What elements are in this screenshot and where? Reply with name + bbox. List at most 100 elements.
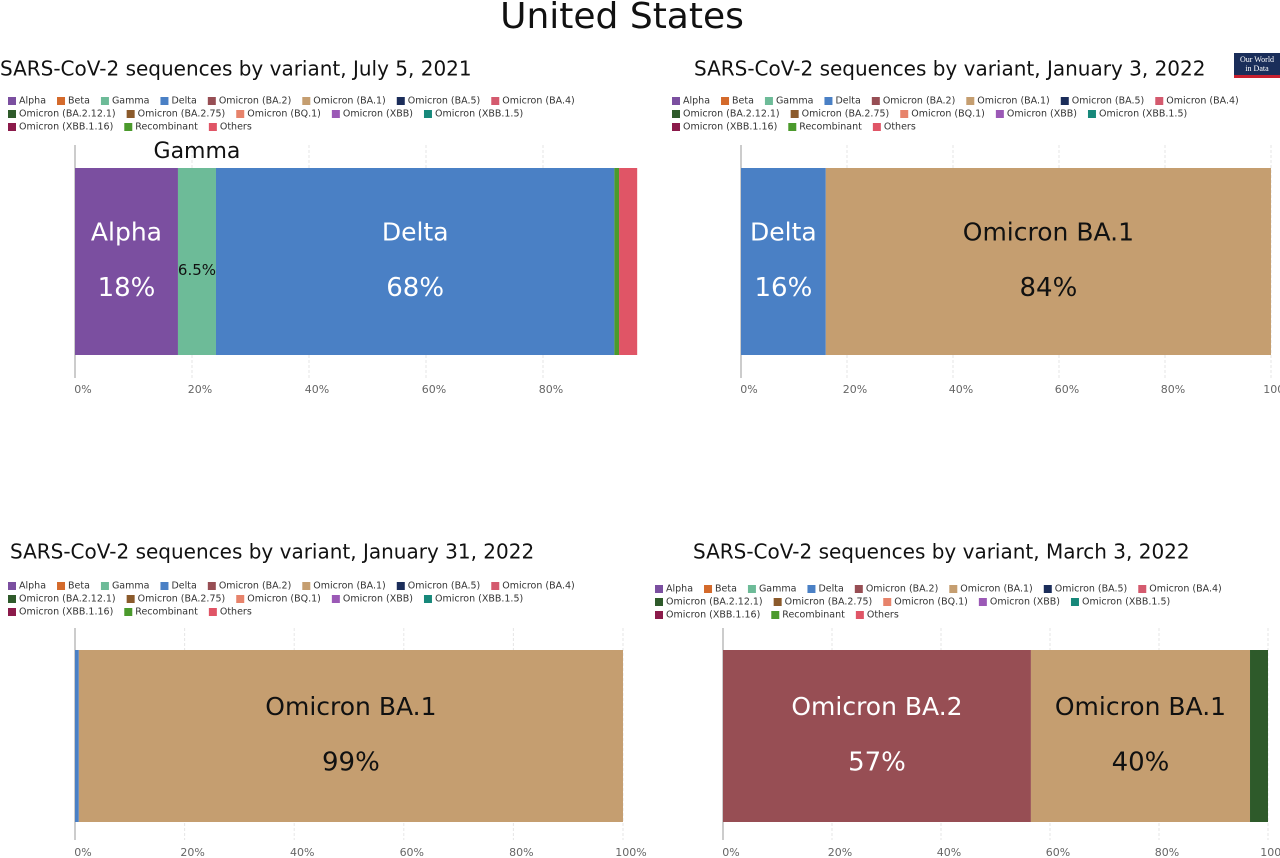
bar-segment [1250,650,1268,822]
bar-segment [177,168,216,355]
x-tick-label: 20% [843,383,867,396]
x-tick-label: 40% [937,846,961,858]
legend-swatch [966,97,975,105]
legend-label: Alpha [19,581,46,592]
legend-label: Delta [171,96,196,107]
legend-swatch [8,123,16,131]
legend-label: Beta [68,96,90,107]
legend-label: Omicron (BA.1) [960,584,1032,595]
legend-swatch [207,97,216,105]
x-tick-label: 20% [188,383,212,396]
legend-label: Recombinant [782,610,845,621]
legend-label: Omicron (BA.1) [977,96,1049,107]
logo-box [1234,53,1280,77]
legend-label: Omicron (BA.2.75) [785,597,873,608]
legend-swatch [8,110,16,118]
chart-title: SARS-CoV-2 sequences by variant, March 3… [693,540,1190,564]
legend-label: Omicron (BA.5) [408,96,480,107]
legend-label: Omicron (BQ.1) [247,594,321,605]
bar-label: Omicron BA.2 [791,692,962,721]
legend-swatch [100,582,109,590]
legend-swatch [396,582,405,590]
value-label: 40% [1112,748,1170,778]
legend-swatch [126,110,135,118]
bar-segment [619,168,638,355]
value-label: 99% [322,748,380,778]
legend-label: Omicron (BA.2.12.1) [19,109,116,120]
legend-swatch [302,97,311,105]
legend-swatch [855,611,864,619]
x-tick-label: 40% [290,846,314,858]
bar-label: Omicron BA.1 [265,692,436,721]
x-tick-label: 80% [1161,383,1185,396]
legend-swatch [704,585,713,593]
legend-swatch [807,585,816,593]
legend-label: Alpha [683,96,710,107]
legend-swatch [773,598,782,606]
value-label: 16% [755,273,813,303]
legend-label: Beta [715,584,737,595]
legend-swatch [672,123,680,131]
legend-label: Omicron (BA.2.75) [138,109,226,120]
x-tick-label: 40% [949,383,973,396]
legend-swatch [1155,97,1164,105]
x-tick-label: 80% [539,383,563,396]
legend-swatch [871,97,880,105]
legend-label: Recombinant [135,122,198,133]
legend-label: Omicron (BA.2.12.1) [666,597,763,608]
bar-segment [75,650,79,822]
legend-swatch [854,585,863,593]
legend-swatch [331,595,340,603]
legend-swatch [978,598,987,606]
x-tick-label: 60% [422,383,446,396]
legend-swatch [208,123,217,131]
legend-swatch [771,611,780,619]
x-tick-label: 20% [828,846,852,858]
x-tick-label: 80% [509,846,533,858]
legend-label: Omicron (BQ.1) [894,597,968,608]
legend-label: Omicron (BA.4) [1149,584,1221,595]
legend-swatch [747,585,756,593]
bar-label: Delta [750,218,817,247]
legend-label: Omicron (XBB.1.5) [435,109,523,120]
legend-label: Others [867,610,899,621]
legend-swatch [160,97,169,105]
legend-swatch [1087,110,1096,118]
legend-swatch [1070,598,1079,606]
legend-swatch [788,123,797,131]
bar-label: Gamma [154,139,241,164]
x-tick-label: 60% [1055,383,1079,396]
x-tick-label: 0% [74,383,91,396]
legend-label: Omicron (BA.5) [1055,584,1127,595]
legend-label: Omicron (BA.1) [313,96,385,107]
legend-label: Omicron (XBB) [343,594,413,605]
value-label: 18% [98,273,156,303]
value-label: 68% [386,273,444,303]
legend-label: Alpha [666,584,693,595]
legend-label: Omicron (BQ.1) [247,109,321,120]
legend-swatch [872,123,881,131]
legend-label: Delta [171,581,196,592]
legend-label: Omicron (BA.2) [866,584,938,595]
x-tick-label: 40% [305,383,329,396]
legend-label: Omicron (BA.4) [502,581,574,592]
logo-underline [1234,75,1280,78]
legend-swatch [8,97,16,105]
chart-title: SARS-CoV-2 sequences by variant, July 5,… [0,57,472,81]
bar-segment [75,168,178,355]
legend-label: Omicron (BA.5) [1072,96,1144,107]
legend-label: Omicron (BQ.1) [911,109,985,120]
legend-label: Omicron (XBB) [990,597,1060,608]
value-label: 57% [848,748,906,778]
logo-text: in Data [1245,64,1269,73]
legend-label: Others [884,122,916,133]
x-tick-label: 80% [1155,846,1179,858]
legend-swatch [8,608,16,616]
legend-label: Gamma [759,584,797,595]
legend-label: Beta [732,96,754,107]
legend-swatch [790,110,799,118]
legend-swatch [949,585,958,593]
x-tick-label: 0% [74,846,91,858]
legend-label: Omicron (XBB) [343,109,413,120]
